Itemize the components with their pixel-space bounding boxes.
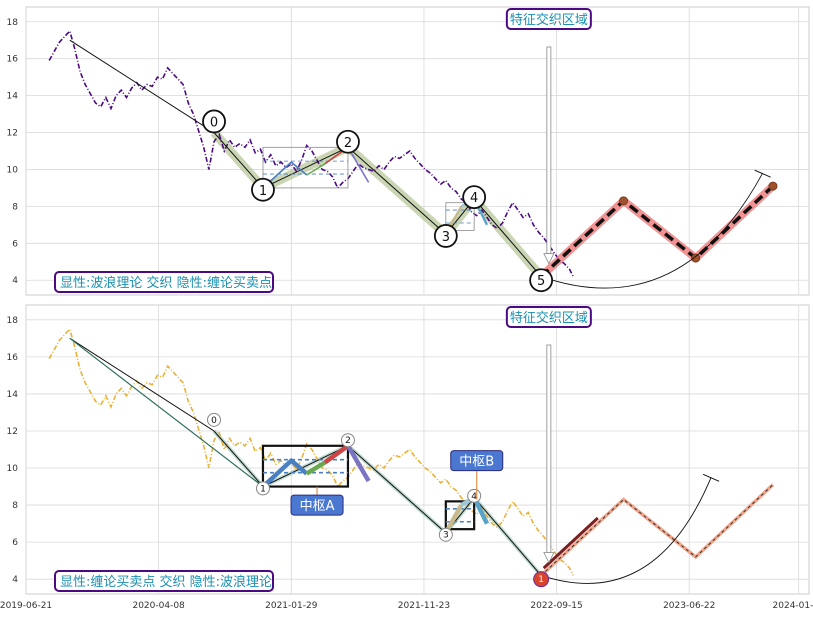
wave-label-text: 4 <box>470 191 478 206</box>
zhongshu-a-label: 中枢A <box>300 499 335 514</box>
wave-label-circle <box>533 571 550 588</box>
y-tick-label: 12 <box>7 427 18 437</box>
y-tick-label: 8 <box>12 202 18 212</box>
region-label-box <box>505 306 592 328</box>
y-tick-label: 14 <box>7 390 19 400</box>
y-tick-label: 12 <box>7 129 18 139</box>
region-arrow-head <box>543 552 555 564</box>
projection-dashed <box>540 484 774 576</box>
zhongshu-box-b <box>445 202 475 231</box>
region-arrow-shaft <box>546 344 552 553</box>
y-tick-label: 16 <box>7 55 19 65</box>
wave-label-circle <box>202 109 226 134</box>
trend-line-start <box>69 337 264 488</box>
y-tick-label: 10 <box>7 464 19 474</box>
sub-wave-segment <box>323 443 350 465</box>
sub-wave-segment <box>306 163 326 176</box>
wave-label-text: 0 <box>210 115 218 130</box>
wave-label-text: 2 <box>345 436 351 446</box>
y-tick-label: 16 <box>7 353 19 363</box>
wave-label-text: 5 <box>537 274 545 289</box>
legend-label: 显性:缠论买卖点 交织 隐性:波浪理论 <box>60 574 272 590</box>
zhongshu-a-box <box>290 494 344 516</box>
wave-label-text: 3 <box>443 531 449 541</box>
zhongshu-box-a <box>261 444 350 488</box>
legend-label: 显性:波浪理论 交织 隐性:缠论买卖点 <box>60 275 272 291</box>
wave-label-text: 1 <box>260 484 266 494</box>
wave-label-circle <box>467 488 482 503</box>
wave-label-circle <box>336 129 360 154</box>
zhongshu-b-box <box>450 450 504 472</box>
y-tick-label: 4 <box>12 575 18 585</box>
x-tick-label: 2022-09-15 <box>530 601 582 611</box>
sub-wave-segment <box>261 458 309 489</box>
y-tick-label: 18 <box>7 316 19 326</box>
wave-label-text: 1 <box>538 575 544 585</box>
wave-label-text: 0 <box>211 416 217 426</box>
plot-area <box>25 304 810 595</box>
wave-label-circle <box>433 224 458 248</box>
legend-label-box <box>54 570 274 592</box>
wave-label-circle <box>340 433 355 448</box>
wave-label-text: 4 <box>471 492 477 502</box>
wave-label-circle <box>462 185 487 210</box>
x-tick-label: 2020-04-08 <box>132 601 185 611</box>
wave-label-circle <box>255 481 270 496</box>
x-axis: 2019-06-21 2020-04-08 2021-01-29 2021-11-23… <box>0 601 813 611</box>
region-label: 特征交织区域 <box>510 12 588 28</box>
y-tick-label: 18 <box>7 18 19 28</box>
y-tick-label: 14 <box>7 92 19 102</box>
wave-label-text: 1 <box>259 184 267 199</box>
projection-node <box>619 196 629 206</box>
wave-label-text: 2 <box>344 136 352 151</box>
x-tick-label: 2021-11-23 <box>398 601 450 611</box>
wave-label-circle <box>251 177 275 202</box>
y-tick-label: 10 <box>7 165 19 175</box>
zhongshu-box-b <box>444 500 476 531</box>
sub-wave-segment <box>346 444 371 483</box>
y-tick-label: 8 <box>12 501 18 511</box>
projection-dashed <box>539 184 775 278</box>
region-arrow-head <box>543 253 555 265</box>
x-tick-label: 2024-01-24 <box>773 601 813 611</box>
region-label-box <box>505 8 592 30</box>
projection-node <box>768 181 778 191</box>
projection-arc-cap <box>754 169 771 178</box>
wave-label-text: 3 <box>442 230 450 245</box>
wave-label-circle <box>207 412 222 427</box>
region-label: 特征交织区域 <box>510 310 588 326</box>
zhongshu-b-label: 中枢B <box>459 455 494 470</box>
y-tick-label: 4 <box>12 276 18 286</box>
sub-wave-segment <box>305 460 326 476</box>
projection-arc <box>540 172 764 289</box>
projection-arc-cap <box>702 473 720 482</box>
x-tick-label: 2023-06-22 <box>663 601 715 611</box>
x-tick-label: 2021-01-29 <box>265 601 318 611</box>
projection-red-segment <box>542 516 599 570</box>
zhongshu-box-a <box>262 146 349 189</box>
legend-label-box <box>54 271 274 293</box>
wave-label-circle <box>529 268 554 293</box>
projection-node <box>691 253 701 263</box>
region-arrow-shaft <box>546 46 552 255</box>
wave-label-circle <box>438 527 453 542</box>
x-tick-label: 2019-06-21 <box>0 601 52 611</box>
y-tick-label: 6 <box>12 538 18 548</box>
projection-arc <box>540 477 712 584</box>
y-tick-label: 6 <box>12 239 18 249</box>
sub-wave-segment <box>262 161 308 189</box>
